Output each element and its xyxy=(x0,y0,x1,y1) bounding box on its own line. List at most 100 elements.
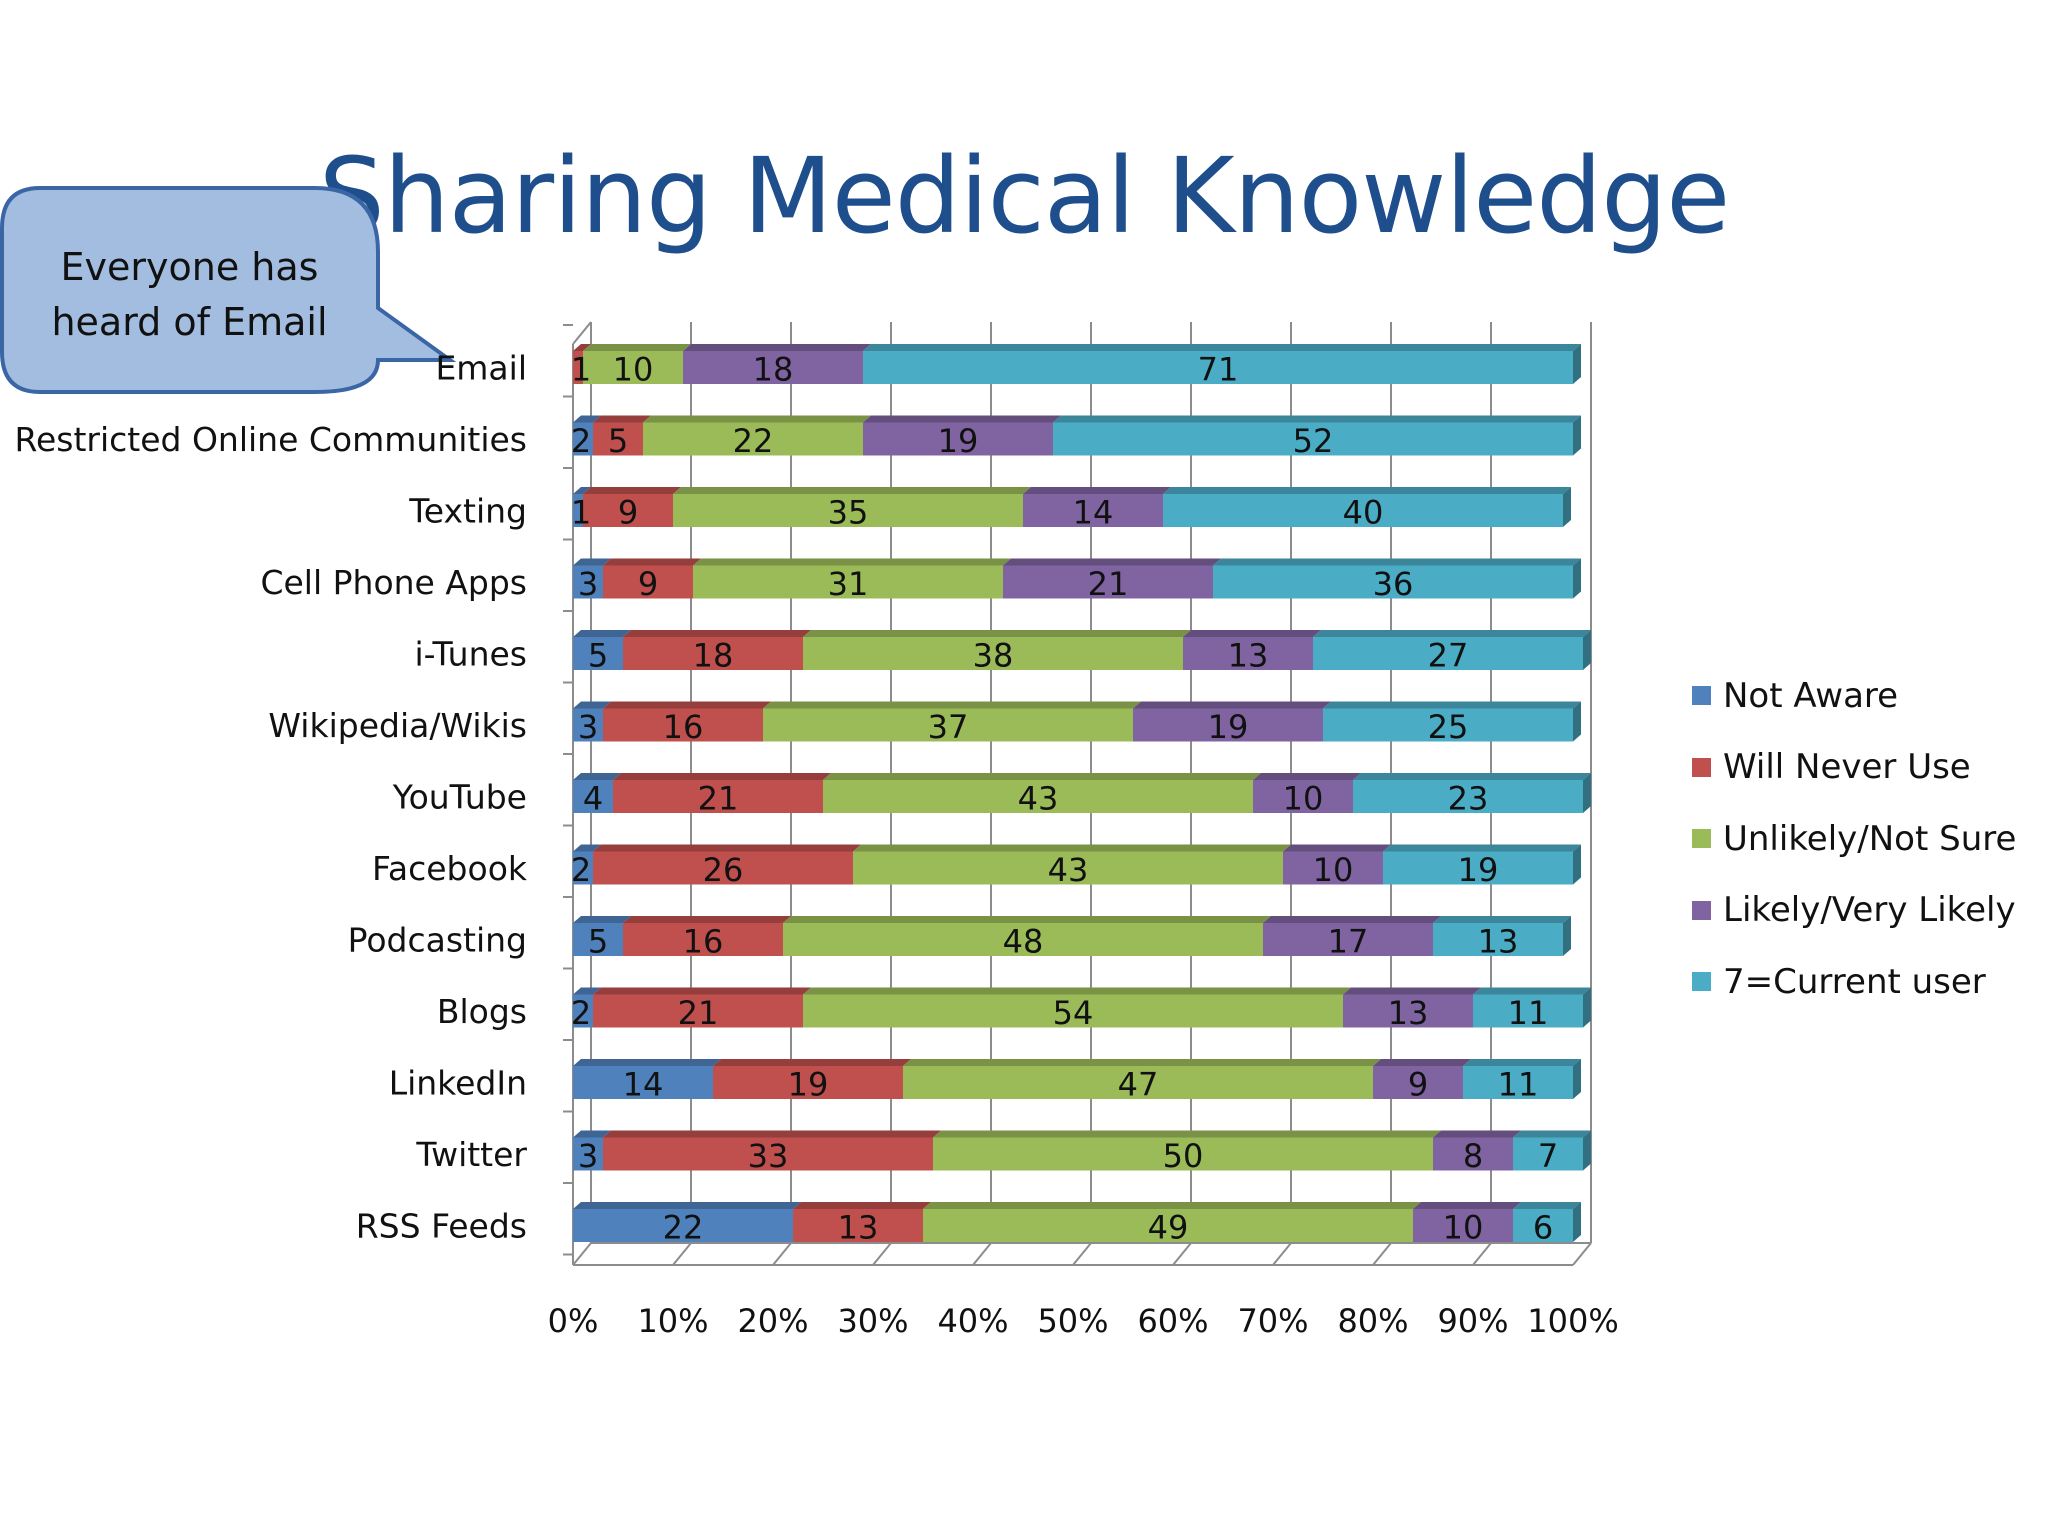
data-label: 21 xyxy=(1088,565,1129,603)
floor-gridline xyxy=(1372,1242,1392,1266)
bar-segment-top xyxy=(803,630,1191,637)
bar-segment xyxy=(573,994,593,1028)
bar-segment xyxy=(863,351,1573,384)
data-label: 50 xyxy=(1163,1137,1204,1175)
bar-segment-top xyxy=(573,701,611,709)
data-label: 11 xyxy=(1508,994,1549,1032)
data-label: 48 xyxy=(1003,923,1044,961)
bar-segment-top xyxy=(803,987,1351,995)
bar-end-face xyxy=(1583,987,1591,1028)
data-label: 14 xyxy=(623,1066,664,1104)
bar-segment xyxy=(623,637,803,670)
legend-item: Unlikely/Not Sure xyxy=(1692,803,2016,875)
data-label: 27 xyxy=(1428,637,1469,675)
data-label: 19 xyxy=(1458,851,1499,889)
bar-segment xyxy=(573,1066,713,1099)
bar-segment-top xyxy=(1413,1202,1521,1209)
bar-segment xyxy=(793,1209,923,1242)
bar-segment xyxy=(1413,1209,1513,1242)
bar-segment-top xyxy=(623,630,811,637)
bar-segment xyxy=(1343,994,1473,1028)
bar-segment xyxy=(583,351,683,384)
bar-segment-top xyxy=(1463,1059,1581,1066)
data-label: 3 xyxy=(578,708,598,746)
bar-segment xyxy=(933,1137,1433,1171)
bar-segment-top xyxy=(793,1202,931,1209)
bar-segment-top xyxy=(903,1059,1381,1066)
bar-segment xyxy=(1003,565,1213,599)
bar-end-face xyxy=(1573,701,1581,742)
data-label: 13 xyxy=(838,1209,879,1247)
category-label: Restricted Online Communities xyxy=(15,420,528,459)
bar-segment xyxy=(673,494,1023,527)
data-label: 35 xyxy=(828,494,869,532)
data-label: 9 xyxy=(618,494,638,532)
bar-segment xyxy=(1183,637,1313,670)
data-label: 13 xyxy=(1478,923,1519,961)
category-label: Cell Phone Apps xyxy=(260,563,527,602)
data-label: 2 xyxy=(571,422,591,460)
slide-title: Sharing Medical Knowledge xyxy=(318,135,1730,257)
bar-end-face xyxy=(1583,773,1591,813)
bar-segment xyxy=(593,994,803,1028)
data-label: 8 xyxy=(1463,1137,1483,1175)
data-label: 22 xyxy=(663,1209,704,1247)
bar-segment xyxy=(573,565,603,599)
bar-segment xyxy=(823,780,1253,813)
bar-segment-top xyxy=(603,558,701,566)
bar-segment xyxy=(593,851,853,885)
callout-bubble xyxy=(0,186,457,394)
bar-segment xyxy=(1433,1137,1513,1171)
bar-segment-top xyxy=(923,1202,1421,1209)
x-tick-label: 50% xyxy=(1037,1302,1108,1340)
bar-segment-top xyxy=(1433,1130,1521,1138)
bar-segment-top xyxy=(713,1059,911,1066)
bar-segment-top xyxy=(573,1202,801,1209)
bar-segment xyxy=(1133,708,1323,742)
data-label: 49 xyxy=(1148,1209,1189,1247)
data-label: 10 xyxy=(1283,780,1324,818)
data-label: 25 xyxy=(1428,708,1469,746)
data-label: 43 xyxy=(1018,780,1059,818)
bar-segment-top xyxy=(623,916,791,923)
floor-gridline xyxy=(872,1242,892,1266)
data-label: 33 xyxy=(748,1137,789,1175)
bar-segment-top xyxy=(603,1130,941,1138)
bar-segment xyxy=(863,422,1053,456)
bar-segment-top xyxy=(1183,630,1321,637)
bar-end-face xyxy=(1573,344,1581,384)
bar-segment-top xyxy=(933,1130,1441,1138)
bar-segment-top xyxy=(573,630,631,637)
bar-segment xyxy=(1263,923,1433,956)
data-label: 52 xyxy=(1293,422,1334,460)
data-label: 19 xyxy=(938,422,979,460)
floor-gridline xyxy=(1172,1242,1192,1266)
bar-segment xyxy=(573,351,583,384)
data-label: 10 xyxy=(1443,1209,1484,1247)
floor-gridline xyxy=(572,1242,592,1266)
bar-segment xyxy=(1323,708,1573,742)
floor-gridline xyxy=(1072,1242,1092,1266)
legend-label: Unlikely/Not Sure xyxy=(1723,818,2017,859)
data-label: 13 xyxy=(1388,994,1429,1032)
bar-segment-top xyxy=(783,916,1271,923)
bar-segment-top xyxy=(573,844,601,852)
data-label: 38 xyxy=(973,637,1014,675)
x-tick-label: 10% xyxy=(637,1302,708,1340)
data-label: 22 xyxy=(733,422,774,460)
bar-segment xyxy=(1433,923,1563,956)
category-label: Podcasting xyxy=(348,921,527,960)
bar-segment-top xyxy=(1373,1059,1471,1066)
data-label: 10 xyxy=(613,351,654,389)
floor-gridline xyxy=(1572,1242,1592,1266)
data-label: 5 xyxy=(608,422,628,460)
data-label: 7 xyxy=(1538,1137,1558,1175)
bar-segment xyxy=(573,494,583,527)
bar-segment xyxy=(643,422,863,456)
bar-end-face xyxy=(1573,844,1581,885)
bar-segment-top xyxy=(1343,987,1481,995)
data-label: 11 xyxy=(1498,1066,1539,1104)
bar-segment xyxy=(573,637,623,670)
bar-segment-top xyxy=(1003,558,1221,566)
data-label: 16 xyxy=(683,923,724,961)
